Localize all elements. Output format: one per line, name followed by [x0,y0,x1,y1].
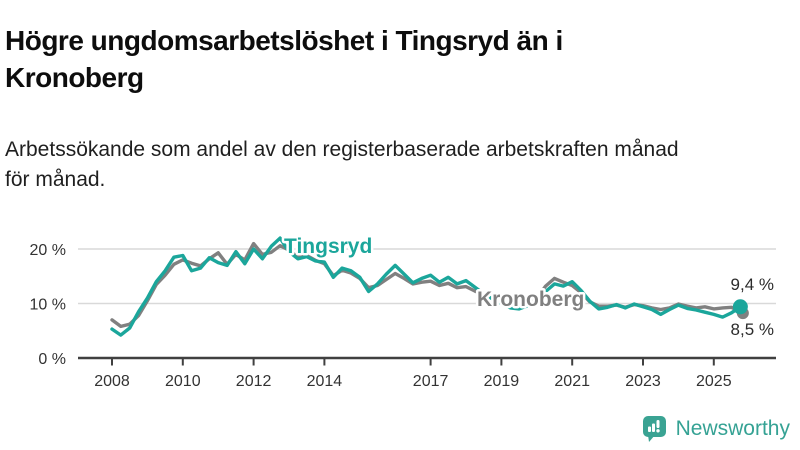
y-tick-label: 10 % [30,297,66,314]
series-line-tingsryd [110,236,743,337]
chart-subtitle-line-1: Arbetssökande som andel av den registerb… [5,138,679,161]
brand-name: Newsworthy [675,416,790,440]
x-tick-label: 2010 [165,373,201,390]
end-value-kronoberg: 8,5 % [731,320,774,339]
series-label-kronoberg: Kronoberg [477,288,584,311]
brand-footer: Newsworthy [641,414,790,443]
series-line-kronoberg [110,241,743,329]
x-tick-label: 2025 [696,373,732,390]
x-tick-label: 2021 [554,373,590,390]
x-tick-label: 2008 [94,373,130,390]
y-tick-label: 20 % [30,242,66,259]
newsworthy-logo-icon [642,416,666,442]
logo-bar-2 [651,423,655,432]
y-tick-label: 0 % [38,351,66,368]
x-tick-label: 2014 [307,373,343,390]
logo-bubble-tail [647,435,655,442]
x-tick-label: 2019 [484,373,520,390]
series-label-tingsryd: Tingsryd [284,235,372,258]
chart-subtitle: Arbetssökande som andel av den registerb… [5,135,790,195]
end-value-tingsryd: 9,4 % [731,275,774,294]
logo-exclamation-bar [656,420,660,428]
page-title-line-2: Kronoberg [5,61,144,93]
chart-subtitle-line-2: för månad. [5,167,106,191]
x-tick-label: 2017 [413,373,449,390]
page-title: Högre ungdomsarbetslöshet i Tingsryd än … [5,23,775,97]
page-title-line-1: Högre ungdomsarbetslöshet i Tingsryd än … [5,24,563,56]
logo-exclamation-dot [655,429,660,433]
line-chart: 0 % 10 % 20 % 2008 2010 2012 2014 2017 2019 2021 2… [0,210,800,410]
x-tick-label: 2012 [236,373,272,390]
line-chart-svg: 0 % 10 % 20 % 2008 2010 2012 2014 2017 2019 2021 2… [30,233,776,390]
x-tick-label: 2023 [625,373,661,390]
logo-bar-1 [647,426,651,432]
end-dot-tingsryd [732,299,748,315]
